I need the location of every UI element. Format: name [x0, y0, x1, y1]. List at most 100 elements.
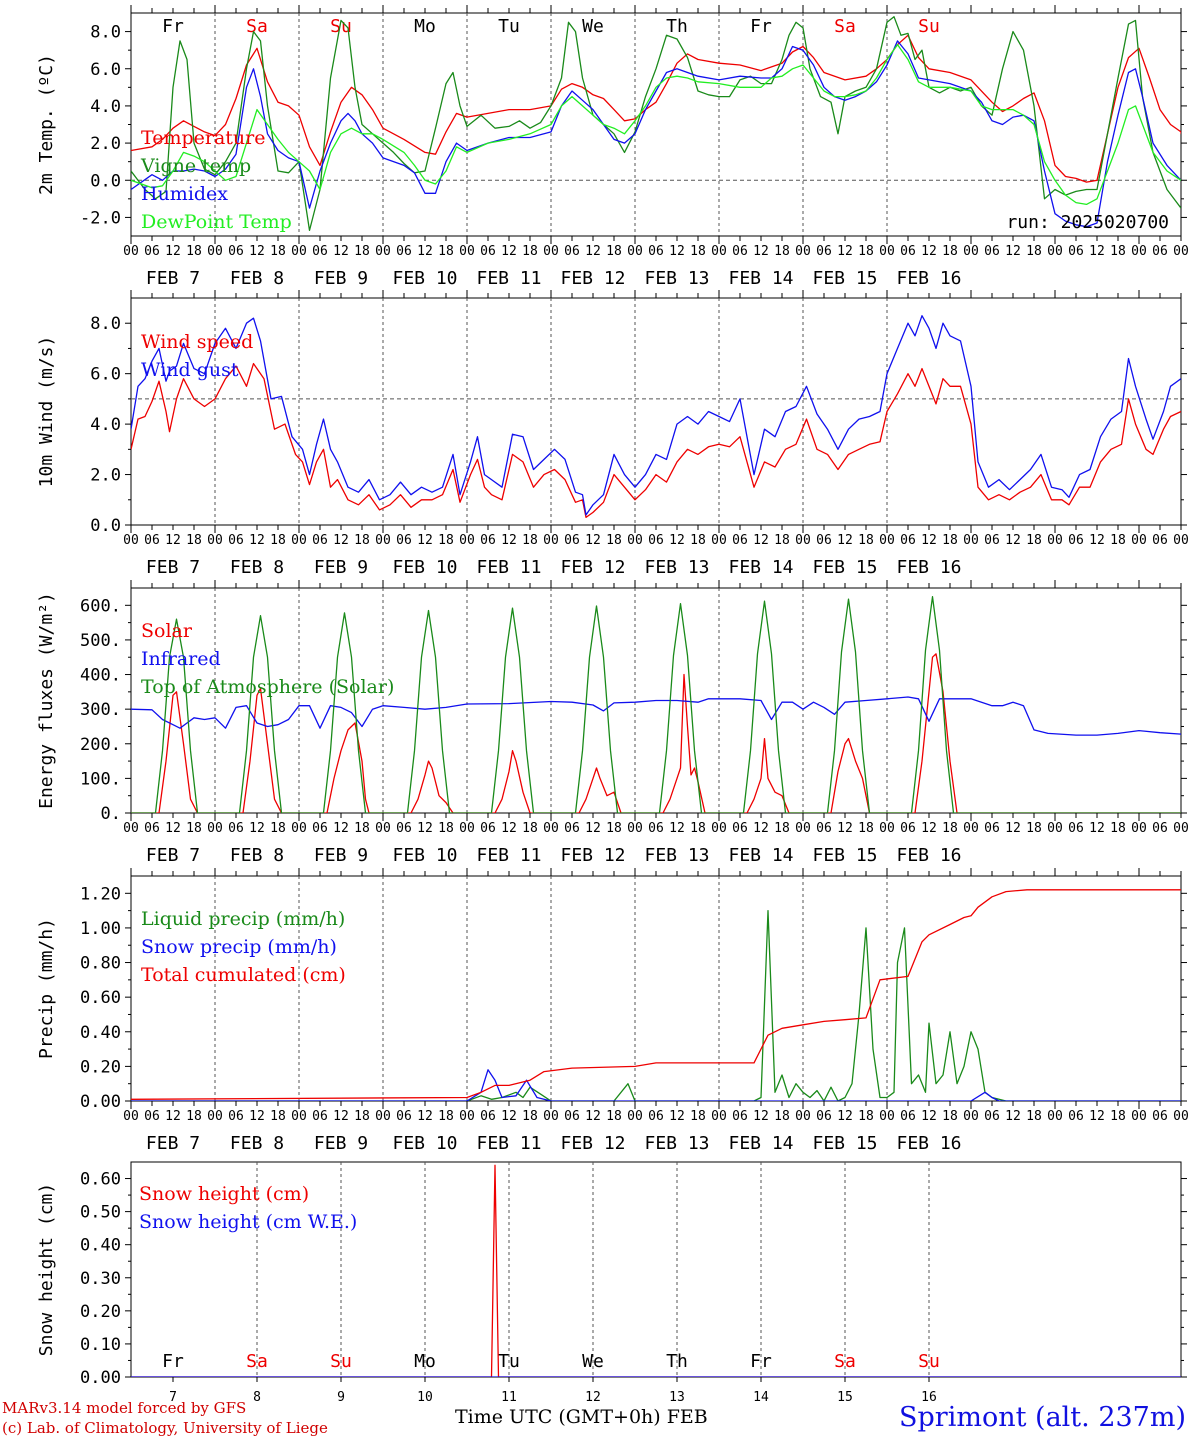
x-hour-label: 12	[249, 821, 265, 836]
y-tick-label: 0.0	[90, 171, 121, 191]
x-hour-label: 06	[1068, 244, 1084, 259]
x-hour-label: 12	[249, 1109, 265, 1124]
x-hour-label: 06	[984, 533, 1000, 548]
x-hour-label: 06	[144, 821, 160, 836]
x-hour-label: 12	[669, 533, 685, 548]
x-hour-label: 06	[312, 244, 328, 259]
x-hour-label: 06	[480, 244, 496, 259]
x-date-label: FEB 13	[644, 557, 709, 578]
x-hour-label: 00	[1131, 244, 1147, 259]
model-credit: MARv3.14 model forced by GFS	[2, 1399, 247, 1417]
x-hour-label: 12	[585, 1109, 601, 1124]
x-hour-label: 18	[858, 1109, 874, 1124]
x-date-label: FEB 11	[476, 1133, 541, 1154]
x-hour-label: 00	[879, 244, 895, 259]
x-hour-label: 06	[984, 821, 1000, 836]
x-hour-label: 06	[648, 244, 664, 259]
x-hour-label: 06	[564, 533, 580, 548]
x-hour-label: 06	[396, 1109, 412, 1124]
day-name-label: Sa	[834, 16, 856, 37]
x-tick-label: 12	[585, 1390, 601, 1405]
x-hour-label: 12	[921, 244, 937, 259]
x-hour-label: 18	[1110, 1109, 1126, 1124]
x-tick-label: 7	[169, 1390, 177, 1405]
x-hour-label: 00	[459, 244, 475, 259]
y-axis-label: 2m Temp. (ºC)	[36, 54, 57, 195]
day-name-label: Mo	[414, 1351, 436, 1372]
y-tick-label: 0.60	[80, 988, 121, 1008]
x-hour-label: 00	[291, 821, 307, 836]
x-date-label: FEB 7	[146, 557, 200, 578]
x-hour-label: 12	[501, 533, 517, 548]
x-hour-label: 00	[123, 533, 139, 548]
x-hour-label: 12	[417, 533, 433, 548]
x-hour-label: 06	[732, 1109, 748, 1124]
x-hour-label: 18	[354, 244, 370, 259]
x-hour-label: 00	[963, 821, 979, 836]
y-tick-label: 0.20	[80, 1057, 121, 1077]
x-hour-label: 00	[207, 821, 223, 836]
x-hour-label: 06	[480, 821, 496, 836]
x-date-label: FEB 7	[146, 268, 200, 289]
x-hour-label: 18	[186, 533, 202, 548]
y-tick-label: 0.30	[80, 1269, 121, 1289]
x-hour-label: 12	[753, 1109, 769, 1124]
x-date-label: FEB 14	[728, 557, 793, 578]
x-hour-label: 18	[438, 244, 454, 259]
day-name-label: Su	[918, 16, 940, 37]
x-hour-label: 12	[1089, 821, 1105, 836]
x-hour-label: 12	[753, 533, 769, 548]
x-hour-label: 00	[627, 533, 643, 548]
x-hour-label: 00	[1131, 1109, 1147, 1124]
y-tick-label: 1.00	[80, 919, 121, 939]
x-date-label: FEB 16	[896, 845, 961, 866]
copyright-credit: (c) Lab. of Climatology, University of L…	[2, 1419, 328, 1437]
x-hour-label: 06	[564, 821, 580, 836]
x-date-label: FEB 15	[812, 1133, 877, 1154]
series-group	[131, 1164, 1181, 1377]
series-line-lightgreen	[131, 43, 1181, 206]
legend-entry: Top of Atmosphere (Solar)	[141, 676, 394, 698]
y-tick-label: 0.	[101, 804, 121, 824]
series-line-green	[131, 909, 1181, 1101]
series-line-blue	[131, 315, 1181, 516]
x-hour-label: 18	[606, 821, 622, 836]
x-date-label: FEB 14	[728, 1133, 793, 1154]
x-date-label: FEB 13	[644, 268, 709, 289]
legend-entry: Wind speed	[141, 331, 253, 353]
x-hour-label: 00	[879, 821, 895, 836]
x-hour-label: 06	[1152, 1109, 1168, 1124]
x-hour-label: 00	[1131, 821, 1147, 836]
y-tick-label: -2.0	[80, 208, 121, 228]
x-hour-label: 18	[186, 821, 202, 836]
x-hour-label: 18	[690, 244, 706, 259]
x-date-label: FEB 11	[476, 845, 541, 866]
x-hour-label: 00	[207, 1109, 223, 1124]
x-date-label: FEB 13	[644, 1133, 709, 1154]
x-date-label: FEB 16	[896, 268, 961, 289]
y-axis-label: Precip (mm/h)	[36, 918, 57, 1059]
y-tick-label: 100.	[80, 769, 121, 789]
x-date-label: FEB 16	[896, 557, 961, 578]
x-hour-label: 18	[354, 533, 370, 548]
series-group	[131, 16, 1181, 232]
x-date-label: FEB 10	[392, 1133, 457, 1154]
x-date-label: FEB 12	[560, 845, 625, 866]
x-hour-label: 18	[690, 533, 706, 548]
x-hour-label: 12	[669, 821, 685, 836]
time-axis-label: Time UTC (GMT+0h) FEB	[455, 1406, 708, 1428]
y-tick-label: 400.	[80, 666, 121, 686]
panel-snow: 0.00 0.10 0.20 0.30 0.40 0.50 0.60 Snow height …	[36, 1161, 1187, 1405]
y-tick-label: 6.0	[90, 60, 121, 80]
day-name-label: We	[582, 16, 604, 37]
y-tick-label: 0.0	[90, 516, 121, 536]
y-tick-label: 2.0	[90, 134, 121, 154]
x-hour-label: 00	[879, 533, 895, 548]
x-hour-label: 18	[858, 821, 874, 836]
legend-entry: Liquid precip (mm/h)	[141, 908, 345, 930]
x-date-label: FEB 12	[560, 1133, 625, 1154]
x-hour-label: 18	[270, 821, 286, 836]
series-line-blue	[131, 40, 1181, 228]
x-hour-label: 00	[375, 1109, 391, 1124]
x-hour-label: 18	[1026, 821, 1042, 836]
